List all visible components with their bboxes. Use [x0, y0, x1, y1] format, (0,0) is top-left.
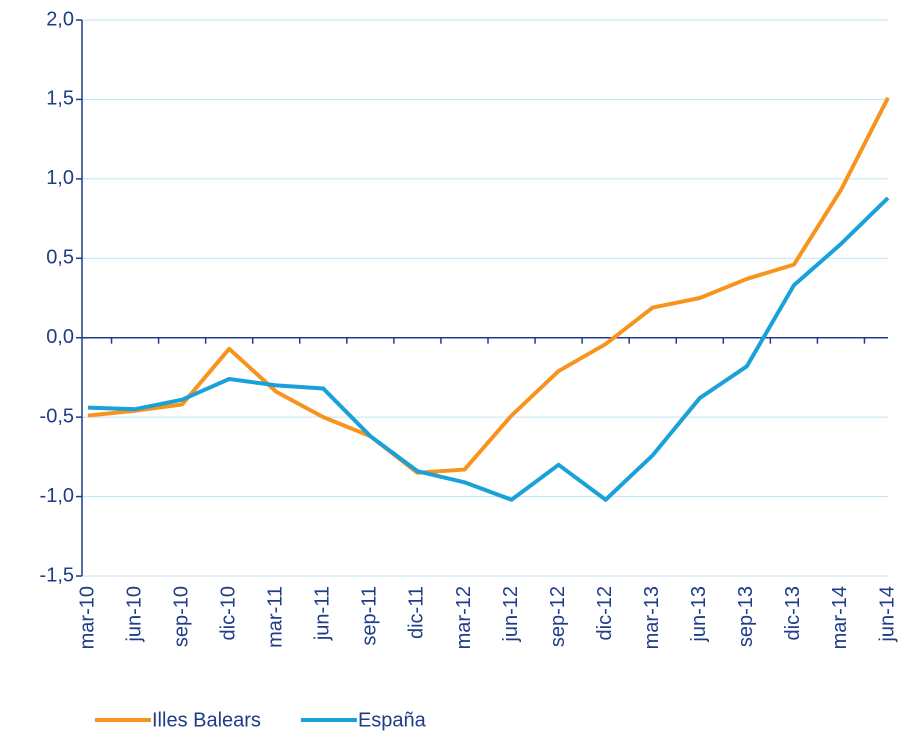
x-tick-label: dic-11 — [406, 586, 428, 639]
x-tick-label: jun-11 — [312, 586, 334, 641]
y-tick-label: 0,5 — [46, 247, 74, 269]
legend-label: España — [358, 709, 427, 731]
series-line — [87, 96, 890, 475]
x-tick-label: jun-10 — [123, 586, 145, 643]
x-tick-label: dic-13 — [782, 586, 804, 640]
y-tick-label: 2,0 — [46, 8, 74, 30]
x-tick-label: mar-10 — [76, 586, 98, 649]
x-tick-label: mar-11 — [265, 586, 287, 648]
y-tick-label: 1,0 — [46, 167, 74, 189]
x-tick-label: mar-13 — [641, 586, 663, 649]
y-tick-label: 0,0 — [46, 326, 74, 348]
x-tick-label: mar-12 — [453, 586, 475, 649]
legend-label: Illes Balears — [152, 709, 261, 731]
x-tick-label: dic-12 — [594, 586, 616, 640]
x-tick-label: jun-14 — [876, 586, 898, 643]
y-tick-label: -0,5 — [40, 405, 74, 427]
y-tick-label: -1,5 — [40, 564, 74, 586]
x-tick-label: sep-13 — [735, 586, 757, 647]
x-tick-label: jun-12 — [500, 586, 522, 643]
series-line — [87, 196, 890, 502]
y-tick-label: 1,5 — [46, 88, 74, 110]
x-tick-label: mar-14 — [829, 586, 851, 649]
x-tick-label: dic-10 — [217, 586, 239, 640]
y-tick-label: -1,0 — [40, 485, 74, 507]
x-tick-label: jun-13 — [688, 586, 710, 643]
x-tick-label: sep-12 — [547, 586, 569, 647]
x-tick-label: sep-11 — [359, 586, 381, 646]
x-tick-label: sep-10 — [170, 586, 192, 647]
